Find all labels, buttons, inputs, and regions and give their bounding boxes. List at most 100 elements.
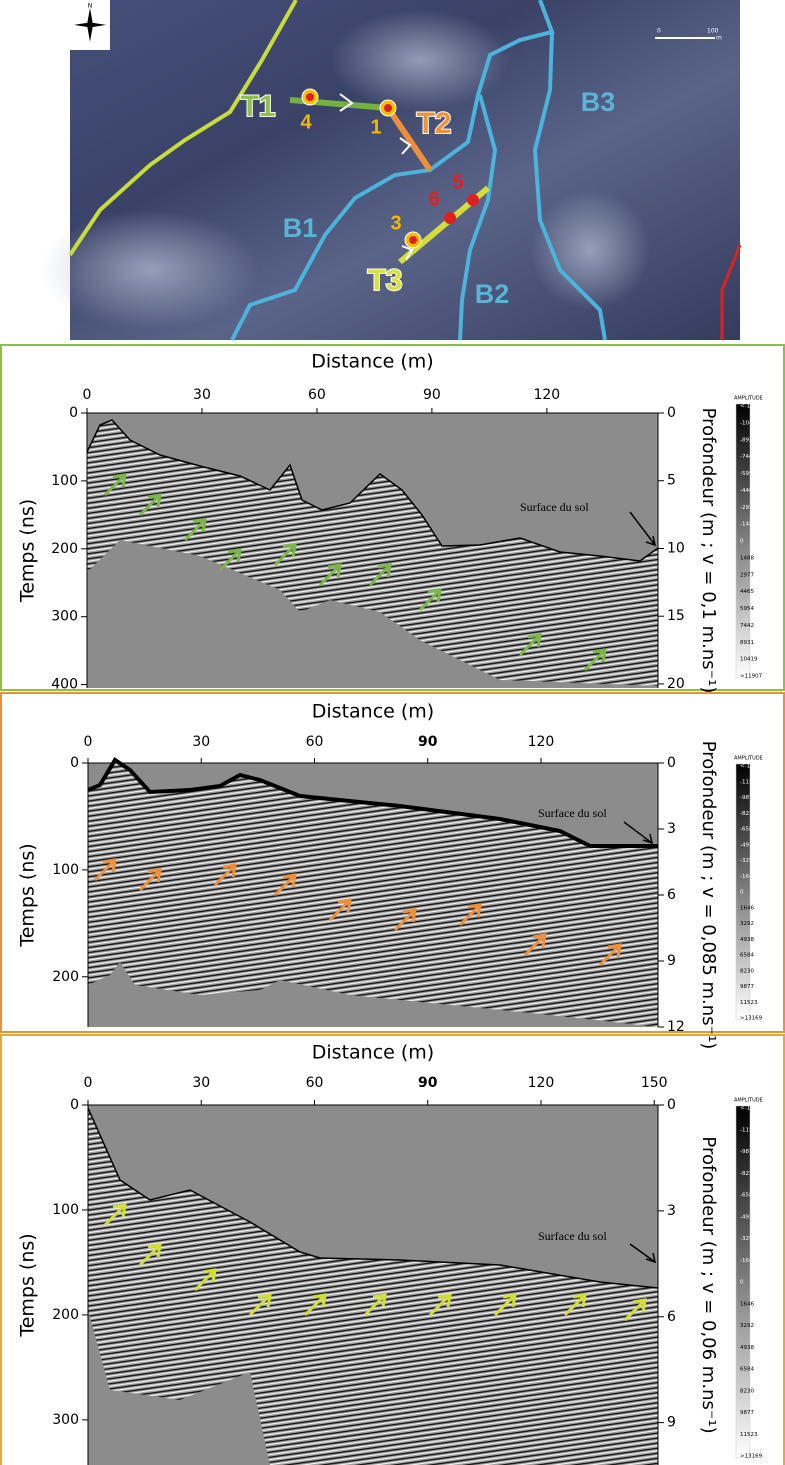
reflector-arrow bbox=[428, 1293, 452, 1317]
colorbar-label: -11523 bbox=[740, 779, 760, 785]
y2-tick-label: 6 bbox=[667, 1309, 676, 1325]
y2-tick-label: 3 bbox=[667, 1203, 676, 1219]
x-axis-title: Distance (m) bbox=[312, 1042, 434, 1064]
colorbar-label: 11523 bbox=[740, 1000, 758, 1006]
ground-surface bbox=[86, 419, 659, 562]
y2-tick-label: 9 bbox=[667, 1415, 676, 1431]
panel-border bbox=[0, 692, 785, 1033]
annotation-arrow bbox=[629, 1243, 657, 1264]
y2-tick-label: 12 bbox=[667, 1019, 685, 1035]
y-tick-label: 0 bbox=[69, 405, 78, 421]
annotation: Surface du sol bbox=[520, 500, 589, 514]
reflector-arrow bbox=[193, 1268, 217, 1292]
point-label: 4 bbox=[300, 111, 312, 133]
transect-label: T2 bbox=[416, 107, 451, 140]
reflector-arrow bbox=[598, 943, 622, 967]
colorbar-label: 6584 bbox=[740, 1367, 754, 1373]
boundary bbox=[68, 0, 298, 257]
colorbar-label: -1646 bbox=[740, 874, 756, 880]
y-tick-label: 100 bbox=[51, 473, 78, 489]
point-label: 6 bbox=[428, 188, 439, 210]
reflector-arrow bbox=[273, 543, 297, 567]
annotation: Surface du sol bbox=[538, 1229, 607, 1243]
colorbar-label: 9877 bbox=[740, 984, 754, 990]
y-tick-label: 200 bbox=[52, 1307, 79, 1323]
reflector-arrow bbox=[273, 873, 297, 897]
colorbar-label: -5954 bbox=[740, 471, 756, 477]
y2-tick-label: 3 bbox=[667, 821, 676, 837]
colorbar-label: 6584 bbox=[740, 953, 754, 959]
x-tick-label: 30 bbox=[192, 1075, 210, 1091]
x-tick-label: 60 bbox=[306, 734, 324, 750]
colorbar-label: 3292 bbox=[740, 1323, 754, 1329]
y2-axis-title: Profondeur (m ; v = 0,06 m.ns⁻¹) bbox=[698, 1136, 719, 1433]
y-axis-title: Temps (ns) bbox=[17, 1233, 39, 1337]
y2-tick-label: 15 bbox=[667, 608, 685, 624]
y-tick-label: 300 bbox=[51, 609, 78, 625]
reflector-arrow bbox=[318, 563, 342, 587]
annotation: Surface du sol bbox=[538, 806, 607, 820]
y2-tick-label: 5 bbox=[667, 473, 676, 489]
colorbar-label: 9877 bbox=[740, 1410, 754, 1416]
point bbox=[444, 212, 456, 224]
y-tick-label: 400 bbox=[51, 677, 78, 693]
y2-tick-label: 10 bbox=[667, 540, 685, 556]
colorbar-label: -9877 bbox=[740, 1149, 756, 1155]
scale-label: 0 bbox=[657, 28, 661, 35]
colorbar-label: -3292 bbox=[740, 1236, 756, 1242]
transect-label: T1 bbox=[240, 90, 275, 123]
reflector-arrow bbox=[103, 473, 127, 497]
reflector-arrow bbox=[623, 1298, 647, 1322]
reflector-arrow bbox=[138, 1243, 162, 1267]
colorbar-label: 1646 bbox=[740, 1301, 754, 1307]
transect-label: T3 bbox=[367, 264, 402, 297]
y2-axis-title: Profondeur (m ; v = 0,1 m.ns⁻¹) bbox=[698, 408, 719, 694]
scale-label: 100 bbox=[707, 28, 719, 35]
point bbox=[409, 236, 417, 244]
y2-tick-label: 20 bbox=[667, 676, 685, 692]
annotation-arrow bbox=[623, 821, 654, 845]
colorbar-label: 1488 bbox=[740, 555, 754, 561]
colorbar-label: -4465 bbox=[740, 488, 756, 494]
reflector-arrow bbox=[563, 1293, 587, 1317]
colorbar-label: 1646 bbox=[740, 905, 754, 911]
y-tick-label: 200 bbox=[51, 541, 78, 557]
y-tick-label: 0 bbox=[70, 1097, 79, 1113]
reflector-arrow bbox=[368, 563, 392, 587]
reflector-arrow bbox=[213, 863, 237, 887]
colorbar-label: -9877 bbox=[740, 795, 756, 801]
reflector-arrow bbox=[138, 493, 162, 517]
point-label: 3 bbox=[390, 212, 401, 234]
x-tick-label: 60 bbox=[308, 387, 326, 403]
colorbar-label: 4938 bbox=[740, 937, 754, 943]
colorbar-label: -2977 bbox=[740, 505, 756, 511]
x-axis-title: Distance (m) bbox=[312, 701, 434, 723]
y-tick-label: 100 bbox=[52, 1202, 79, 1218]
reflector-arrow bbox=[583, 648, 607, 672]
x-tick-label: 0 bbox=[84, 734, 93, 750]
colorbar-title: AMPLITUDE bbox=[734, 396, 763, 402]
annotation-arrow bbox=[629, 511, 657, 547]
reflector-arrow bbox=[93, 858, 117, 882]
x-tick-label: 120 bbox=[528, 1075, 555, 1091]
colorbar-label: 11523 bbox=[740, 1432, 758, 1438]
colorbar-label: 4465 bbox=[740, 589, 754, 595]
colorbar-label: -7442 bbox=[740, 454, 756, 460]
colorbar-label: 3292 bbox=[740, 921, 754, 927]
panel-border bbox=[0, 1034, 785, 1465]
colorbar-label: <-13169 bbox=[740, 764, 765, 770]
point-label: 1 bbox=[370, 116, 381, 138]
colorbar bbox=[735, 1105, 751, 1459]
y-tick-label: 0 bbox=[70, 755, 79, 771]
point bbox=[306, 93, 314, 101]
x-tick-label: 30 bbox=[193, 387, 211, 403]
y-tick-label: 100 bbox=[52, 862, 79, 878]
reflector-arrow bbox=[458, 903, 482, 927]
reflector-arrow bbox=[518, 633, 542, 657]
colorbar-label: >11907 bbox=[740, 674, 763, 680]
x-tick-label: 120 bbox=[533, 387, 560, 403]
river bbox=[458, 94, 498, 341]
colorbar-label: 0 bbox=[740, 539, 744, 545]
colorbar-label: >13169 bbox=[740, 1016, 763, 1022]
transect-line bbox=[385, 106, 433, 172]
